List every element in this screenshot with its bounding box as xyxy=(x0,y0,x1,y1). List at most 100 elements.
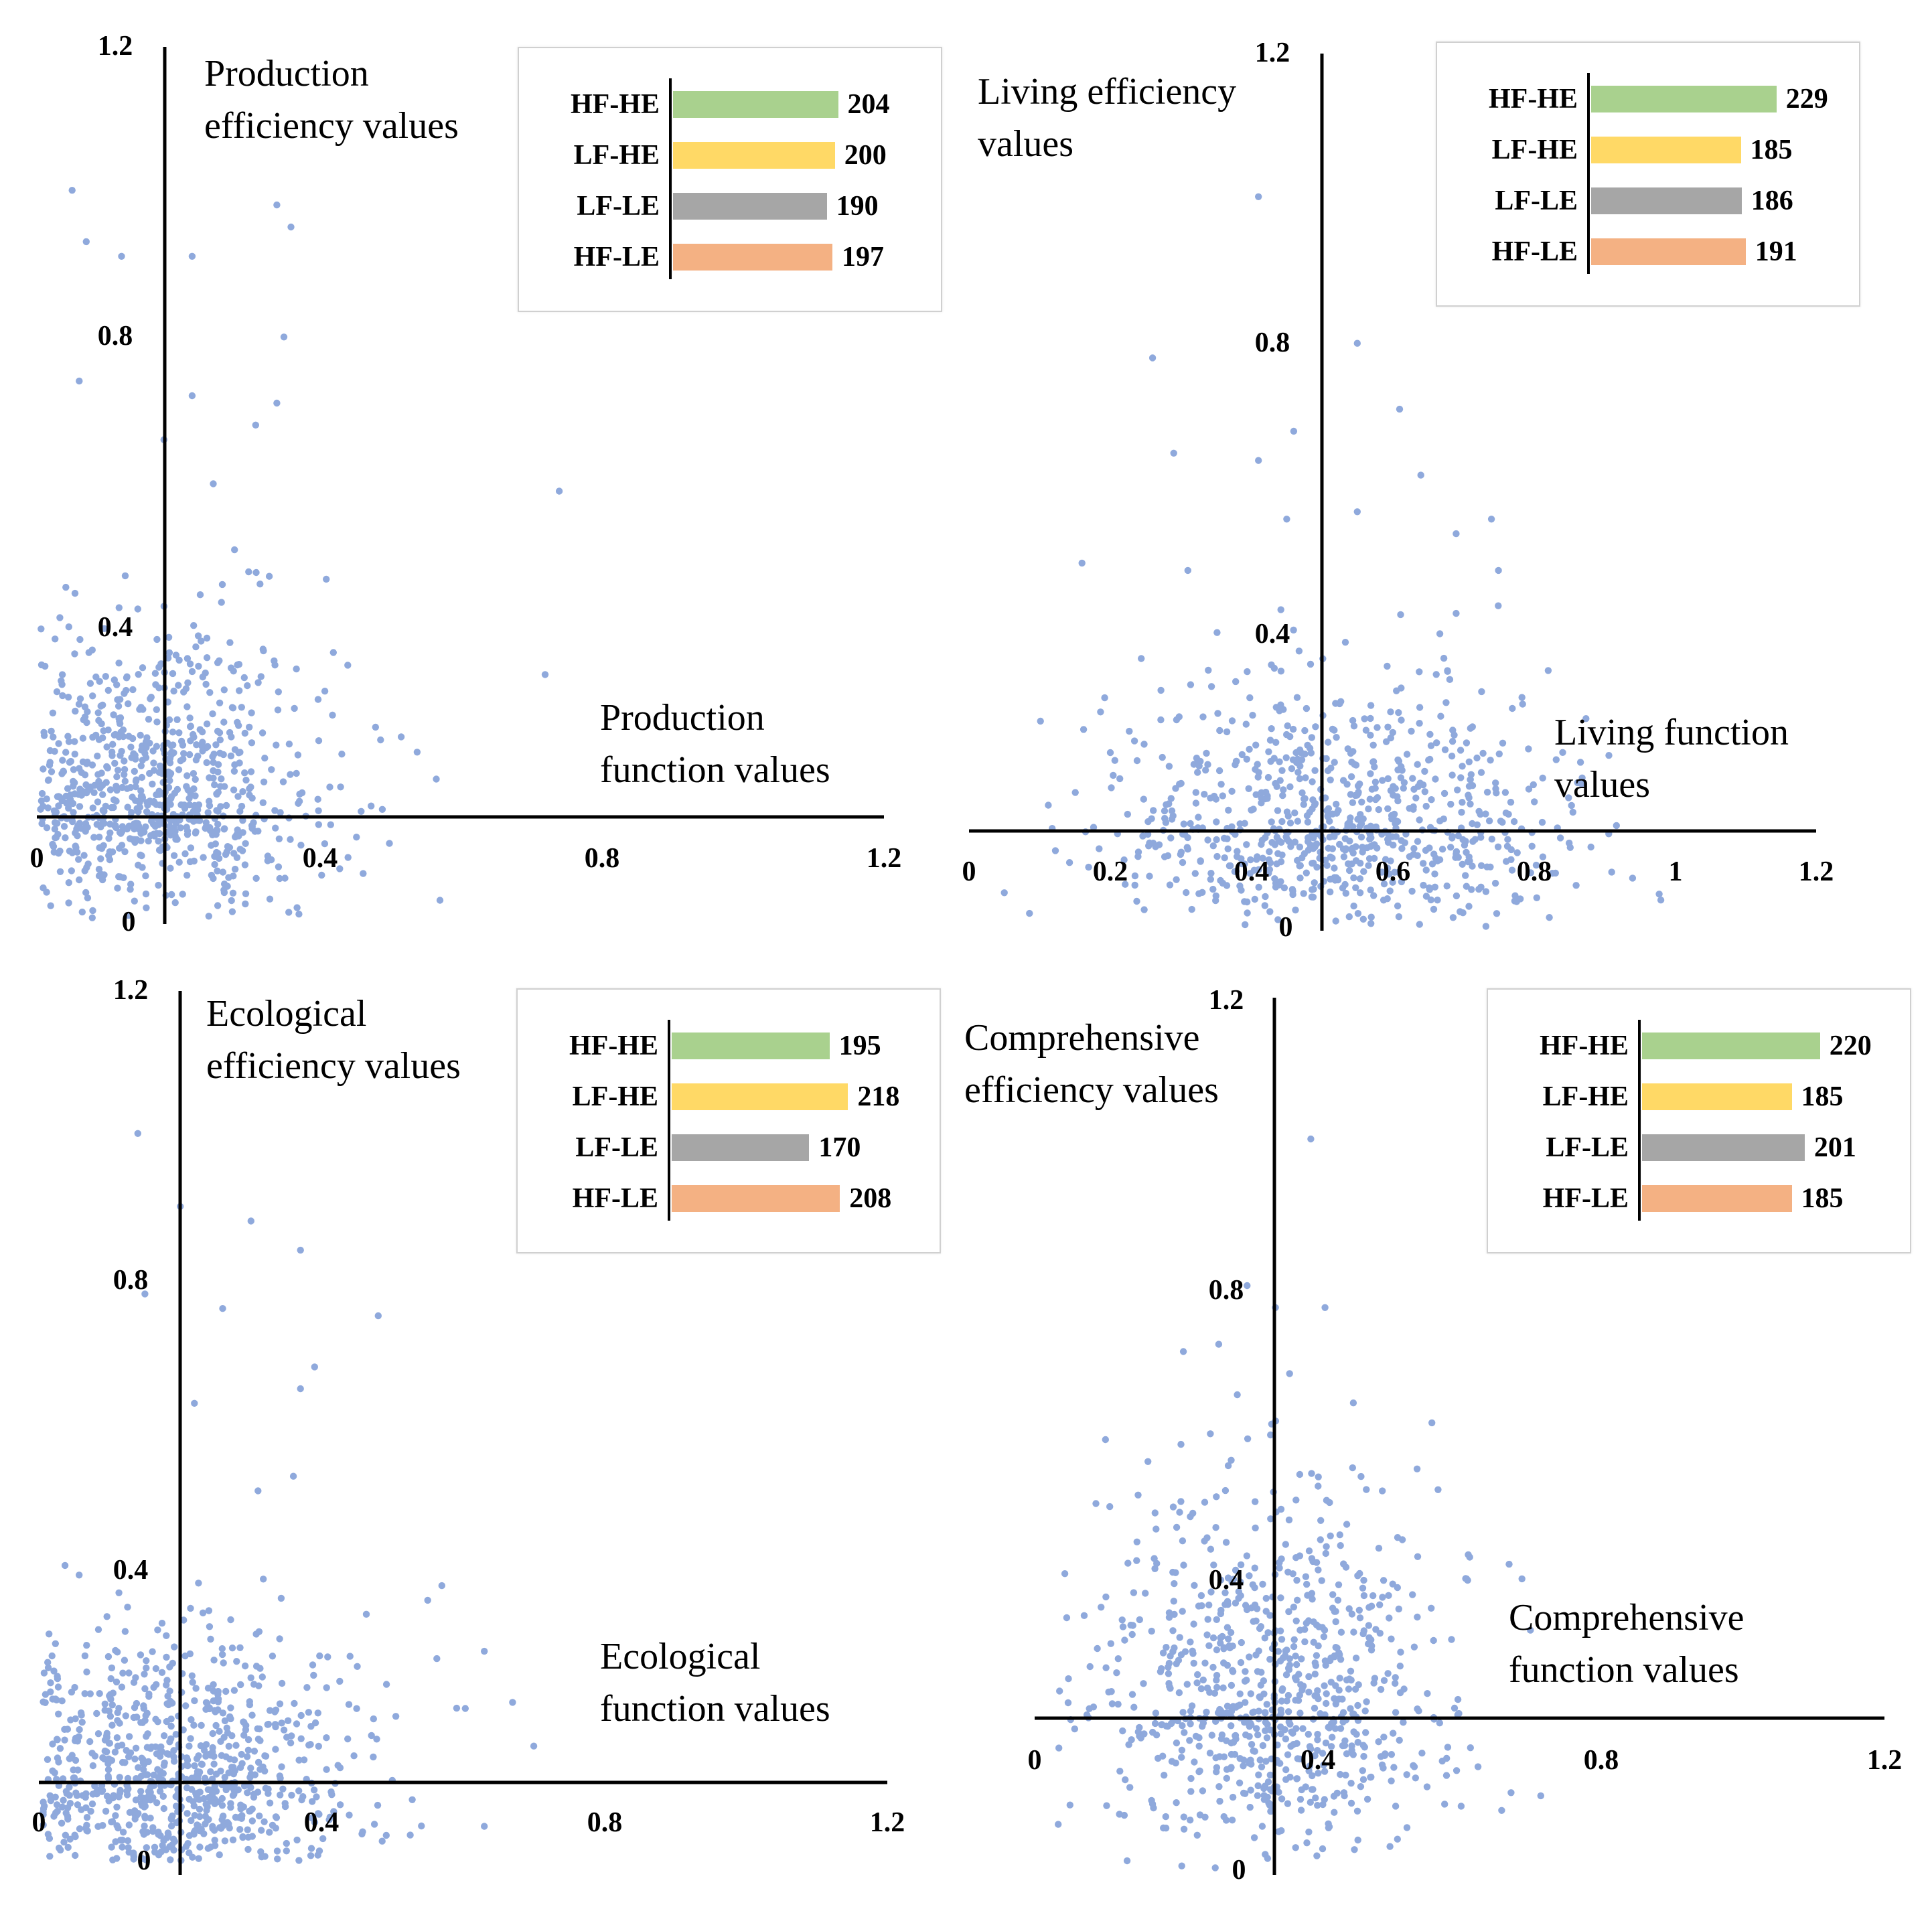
data-point xyxy=(1356,875,1364,883)
data-point xyxy=(316,1652,323,1660)
data-point xyxy=(175,766,183,773)
data-point xyxy=(70,766,78,773)
data-point xyxy=(1210,792,1218,800)
data-point xyxy=(163,1632,170,1639)
data-point xyxy=(94,1730,102,1738)
data-point xyxy=(1539,774,1546,782)
data-point xyxy=(226,639,234,646)
data-point xyxy=(130,1849,137,1857)
data-point xyxy=(296,790,303,798)
data-point xyxy=(1569,808,1576,816)
data-point xyxy=(1367,702,1375,709)
data-point xyxy=(1223,1702,1232,1710)
data-point xyxy=(1237,1659,1245,1667)
data-point xyxy=(216,736,224,744)
data-point xyxy=(1131,881,1138,889)
data-point xyxy=(238,704,245,711)
data-point xyxy=(1063,1614,1071,1622)
data-point xyxy=(1380,1764,1387,1772)
production-y-tick: 0 xyxy=(122,907,136,937)
data-point xyxy=(1207,876,1214,883)
comprehensive-y-tick: 0.8 xyxy=(1209,1275,1244,1306)
comprehensive-x-title: Comprehensive function values xyxy=(1509,1597,1744,1691)
data-point xyxy=(1208,1732,1215,1739)
data-point xyxy=(1106,749,1114,757)
data-point xyxy=(281,1800,289,1807)
data-point xyxy=(1267,1515,1274,1523)
data-point xyxy=(1120,1811,1128,1819)
data-point xyxy=(1224,845,1232,852)
data-point xyxy=(61,1736,68,1744)
data-point xyxy=(1219,792,1226,799)
data-point xyxy=(125,700,132,708)
data-point xyxy=(210,1657,218,1664)
data-point xyxy=(153,743,161,750)
data-point xyxy=(1225,806,1232,814)
data-point xyxy=(240,674,248,682)
data-point xyxy=(1126,727,1133,735)
data-point xyxy=(1248,1760,1255,1768)
data-point xyxy=(1199,1719,1207,1727)
ecological-x-tick: 0.8 xyxy=(587,1807,623,1838)
data-point xyxy=(183,1810,191,1817)
data-point xyxy=(250,1793,258,1801)
data-point xyxy=(1173,1799,1180,1807)
data-point xyxy=(1119,1727,1126,1735)
data-point xyxy=(1207,1545,1215,1553)
legend-value: 208 xyxy=(849,1183,892,1214)
data-point xyxy=(1354,910,1362,917)
data-point xyxy=(358,1830,366,1838)
data-point xyxy=(1527,869,1534,876)
data-point xyxy=(1349,1751,1357,1758)
data-point xyxy=(82,1794,89,1801)
data-point xyxy=(66,1754,74,1762)
data-point xyxy=(96,834,103,841)
data-point xyxy=(78,908,86,916)
data-point xyxy=(1453,530,1460,538)
data-point xyxy=(1367,1773,1375,1781)
data-point xyxy=(200,854,207,861)
data-point xyxy=(1246,1572,1253,1580)
data-point xyxy=(173,1819,180,1827)
data-point xyxy=(232,1813,240,1821)
data-point xyxy=(238,1760,246,1767)
data-point xyxy=(206,1623,214,1630)
production-x-tick: 1.2 xyxy=(867,843,902,874)
data-point xyxy=(1177,848,1185,856)
data-point xyxy=(106,786,115,793)
data-point xyxy=(378,1837,386,1845)
data-point xyxy=(1284,1800,1292,1807)
data-point xyxy=(252,874,260,883)
data-point xyxy=(188,668,196,676)
data-point xyxy=(204,809,212,816)
data-point xyxy=(1151,1565,1159,1572)
data-point xyxy=(211,1800,218,1807)
data-point xyxy=(1240,1762,1247,1770)
data-point xyxy=(1454,786,1461,793)
data-point xyxy=(1266,908,1274,915)
data-point xyxy=(1107,1640,1114,1647)
data-point xyxy=(76,695,84,702)
data-point xyxy=(1207,1430,1214,1438)
data-point xyxy=(202,819,210,826)
data-point xyxy=(229,1792,237,1799)
data-point xyxy=(1440,815,1447,823)
data-point xyxy=(196,1843,204,1851)
production-x-tick: 0 xyxy=(30,843,44,874)
data-point xyxy=(1268,818,1275,826)
data-point xyxy=(145,716,153,723)
legend-label: HF-HE xyxy=(1489,84,1578,114)
data-point xyxy=(214,1698,222,1705)
data-point xyxy=(121,690,128,697)
living-x-tick: 0.4 xyxy=(1234,856,1270,887)
data-point xyxy=(225,1742,232,1750)
data-point xyxy=(83,1668,90,1676)
data-point xyxy=(232,1742,240,1749)
living-scatter-plot: 0 0.2 0.4 0.6 0.8 1 1.2 0 0.4 0.8 1.2 Li… xyxy=(962,37,1834,943)
data-point xyxy=(67,791,74,799)
data-point xyxy=(1347,773,1355,781)
data-point xyxy=(1488,836,1495,843)
data-point xyxy=(1354,1738,1361,1746)
data-point xyxy=(1372,795,1380,804)
data-point xyxy=(142,1711,149,1719)
